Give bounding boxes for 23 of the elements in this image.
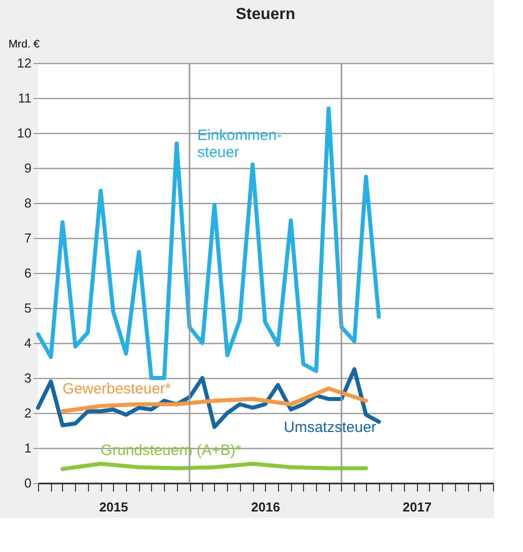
y-tick-label: 1: [24, 440, 32, 456]
y-tick-label: 7: [24, 230, 32, 246]
y-tick-label: 6: [24, 266, 32, 280]
y-tick-label: 4: [24, 336, 32, 350]
series-label: Einkommen- steuer: [197, 126, 282, 161]
series-label: Umsatzsteuer: [284, 419, 376, 436]
x-tick-label: 2017: [402, 500, 432, 514]
x-tick-label: 2015: [99, 500, 128, 514]
y-tick-label: 9: [24, 160, 32, 176]
series-label: Grundsteuern (A+B)*: [100, 442, 242, 459]
series-label: Gewerbesteuer*: [62, 380, 172, 398]
y-tick-label: 10: [17, 126, 32, 140]
y-tick-label: 8: [24, 196, 32, 210]
x-tick-label: 2016: [251, 500, 280, 514]
y-tick-label: 2: [24, 406, 32, 420]
y-tick-label: 0: [24, 476, 32, 490]
y-tick-label: 11: [18, 90, 32, 106]
y-tick-label: 12: [17, 56, 32, 70]
y-tick-label: 5: [24, 300, 32, 316]
line-series: [36, 106, 381, 380]
y-tick-label: 3: [24, 370, 32, 386]
chart-title: Steuern: [236, 6, 296, 23]
y-axis-title: Mrd. €: [8, 38, 40, 50]
